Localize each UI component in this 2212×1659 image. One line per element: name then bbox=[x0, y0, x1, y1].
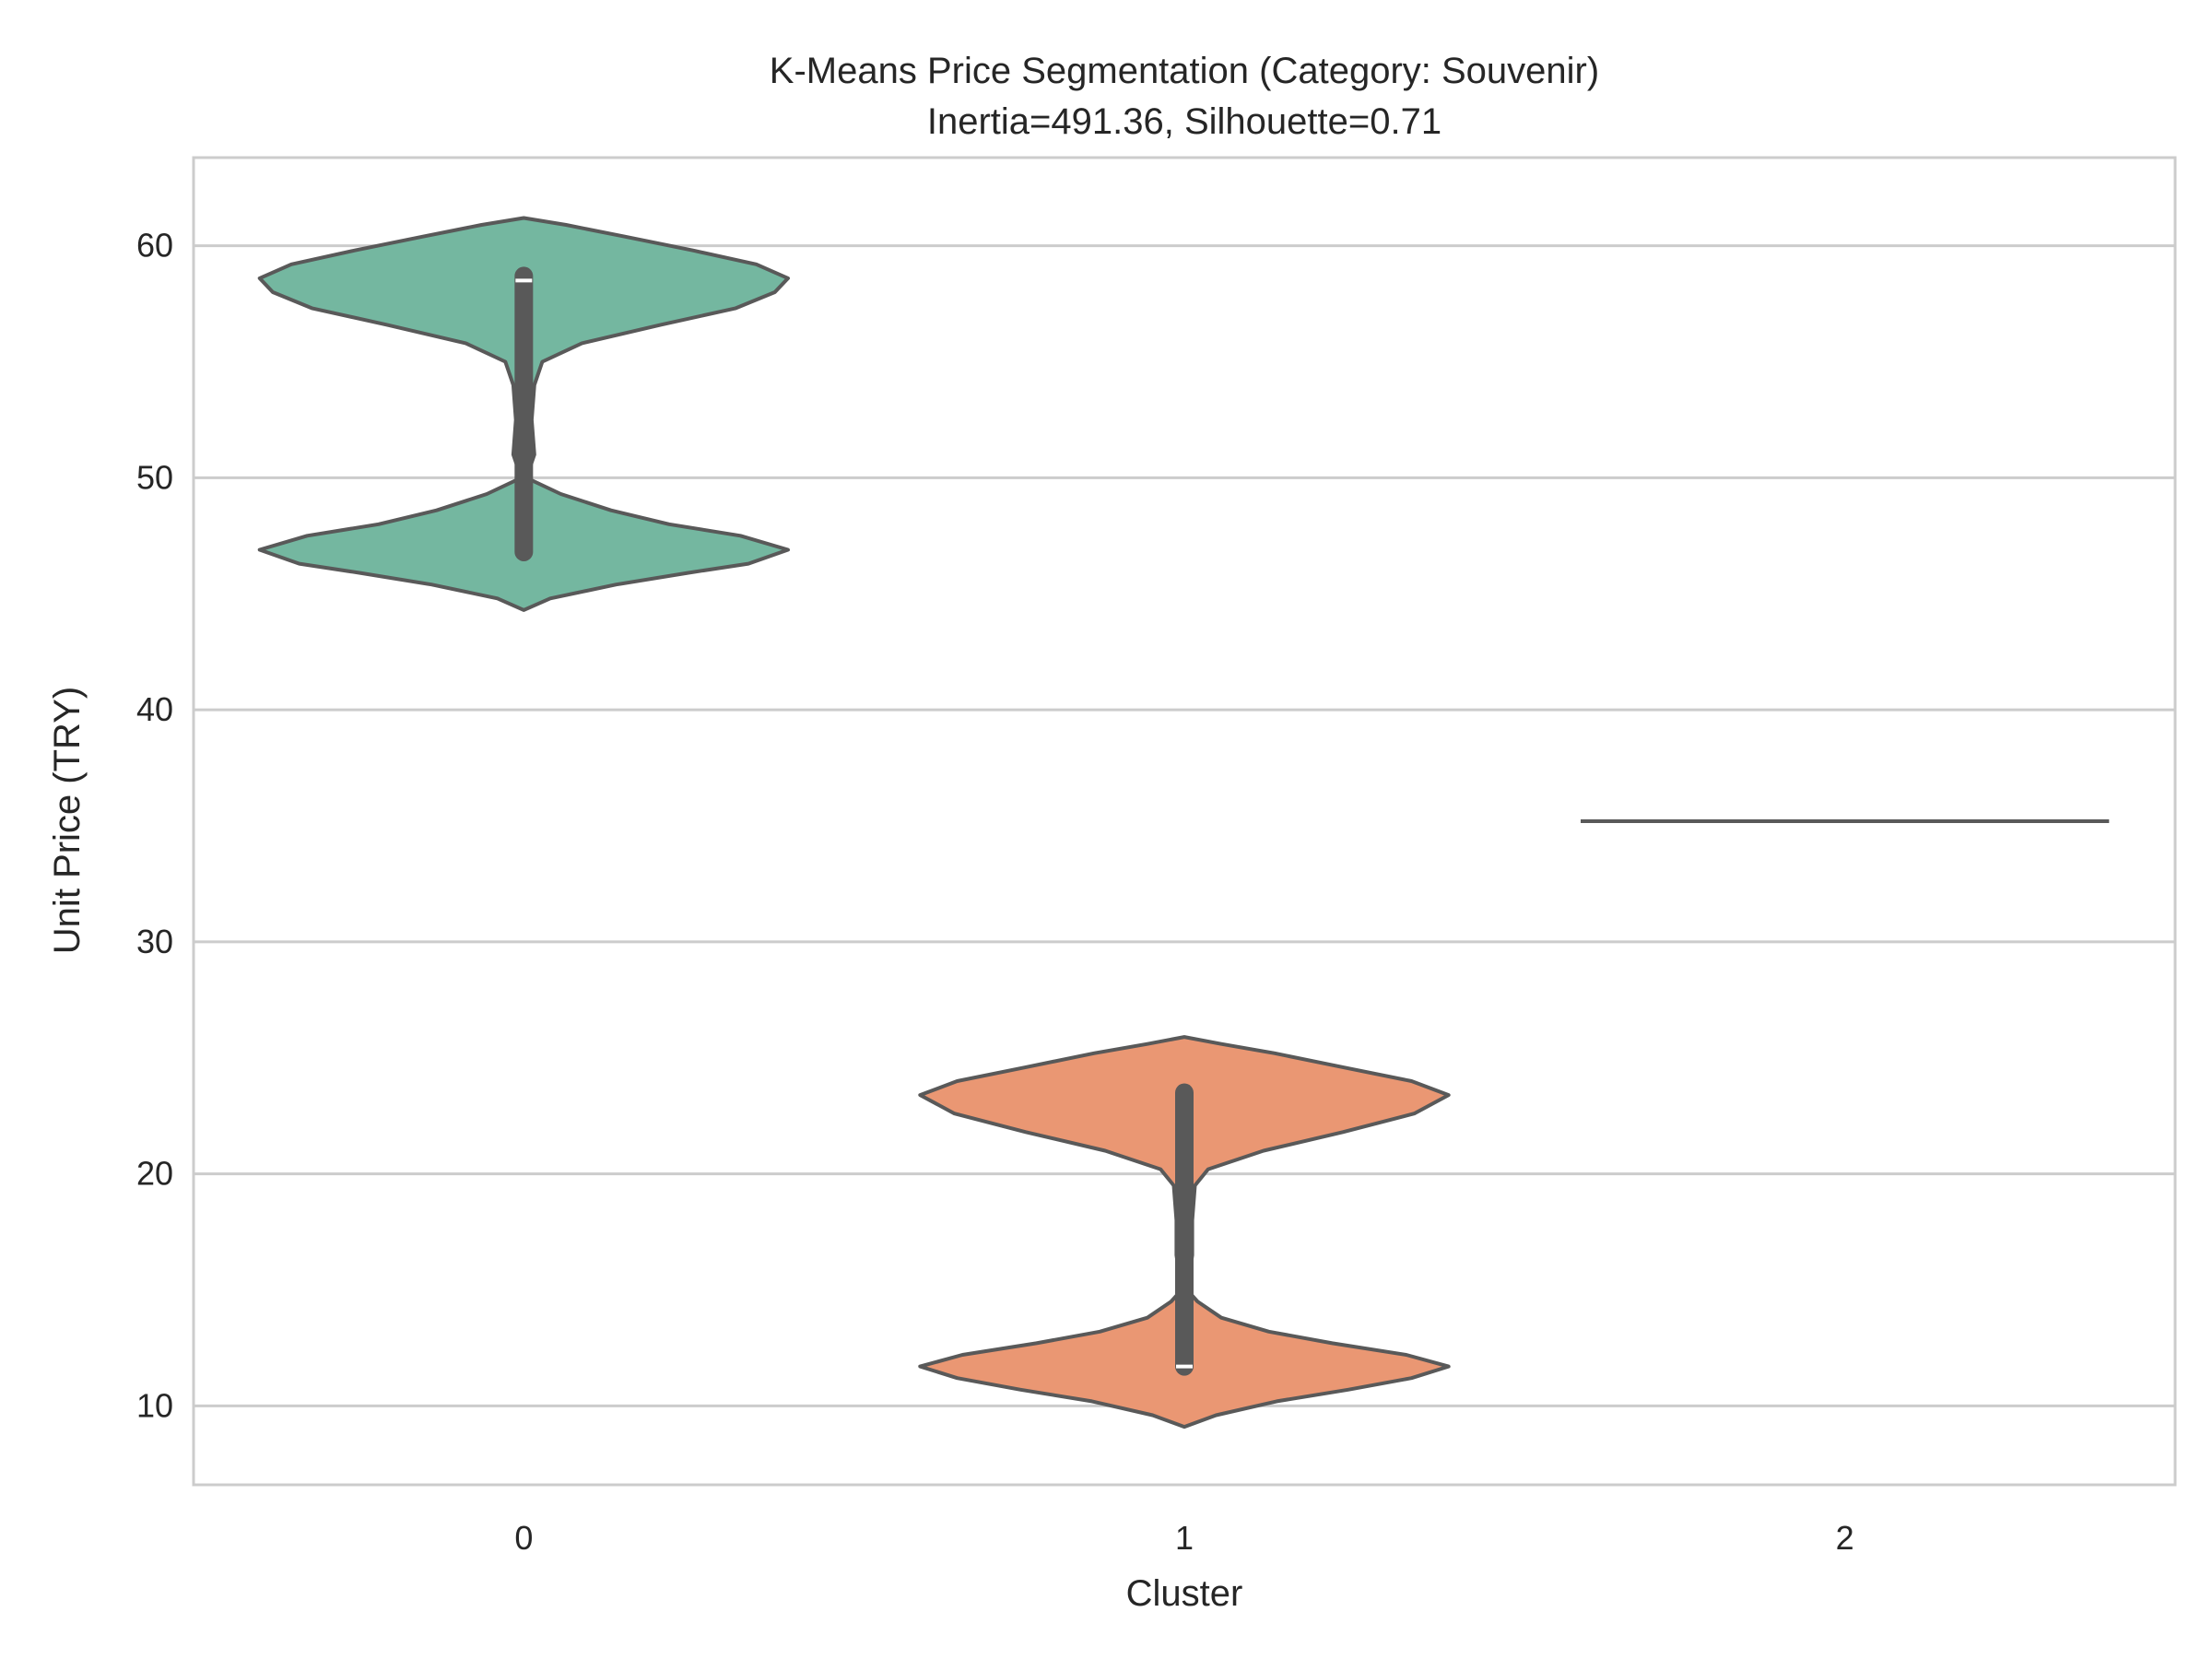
x-axis-label: Cluster bbox=[1126, 1573, 1243, 1614]
y-tick-labels: 10 20 30 40 50 60 bbox=[136, 227, 173, 1425]
violin-cluster-1 bbox=[918, 1035, 1451, 1430]
y-axis-label: Unit Price (TRY) bbox=[47, 687, 88, 954]
violin-cluster-0 bbox=[257, 216, 790, 612]
y-tick-label: 50 bbox=[136, 458, 173, 496]
x-tick-labels: 0 1 2 bbox=[514, 1519, 1853, 1557]
violins bbox=[257, 216, 2110, 1430]
y-tick-label: 20 bbox=[136, 1155, 173, 1193]
x-tick-label: 1 bbox=[1175, 1519, 1194, 1557]
chart-title: K-Means Price Segmentation (Category: So… bbox=[770, 51, 1599, 91]
plot-frame bbox=[192, 156, 2177, 1487]
y-tick-label: 60 bbox=[136, 227, 173, 265]
y-tick-label: 30 bbox=[136, 923, 173, 960]
y-tick-label: 40 bbox=[136, 690, 173, 728]
x-tick-label: 0 bbox=[514, 1519, 533, 1557]
x-tick-label: 2 bbox=[1836, 1519, 1854, 1557]
chart-subtitle: Inertia=491.36, Silhouette=0.71 bbox=[927, 101, 1441, 142]
y-tick-label: 10 bbox=[136, 1386, 173, 1424]
